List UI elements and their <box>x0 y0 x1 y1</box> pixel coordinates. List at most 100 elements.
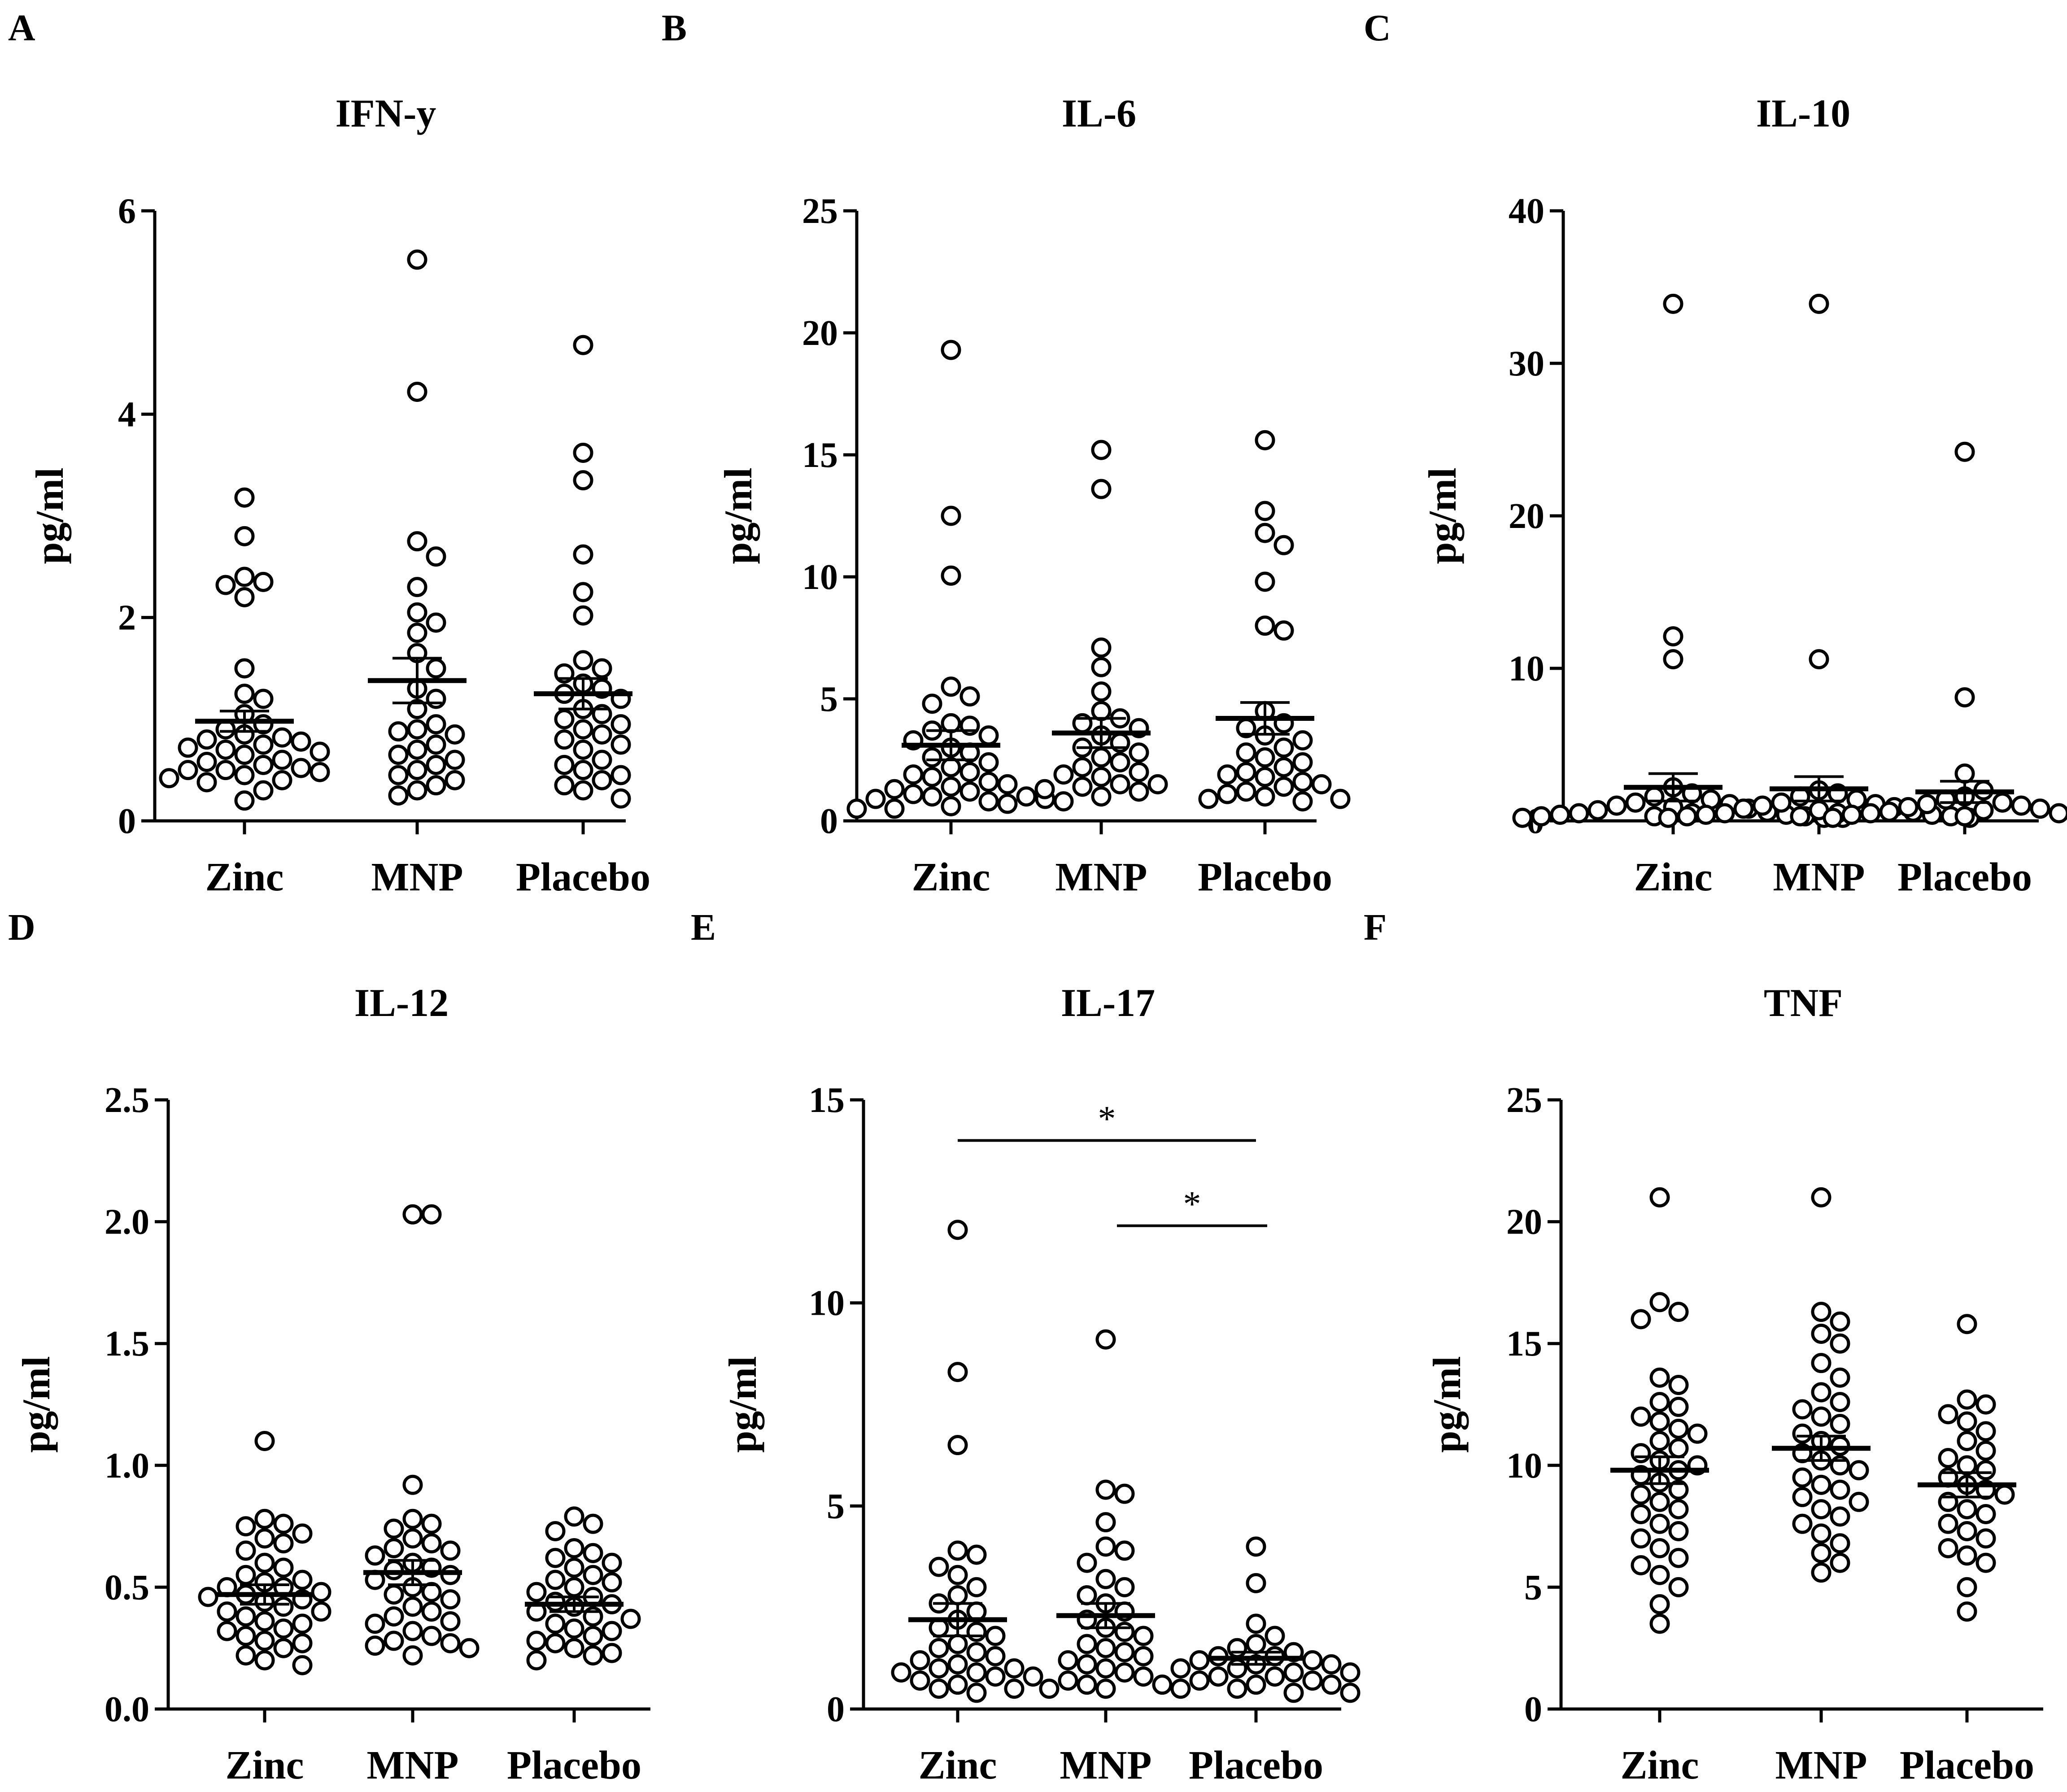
data-point <box>1790 806 1810 827</box>
x-tick-label: MNP <box>1055 855 1147 899</box>
data-point <box>1631 1484 1651 1505</box>
data-point <box>1771 792 1792 813</box>
data-point <box>272 770 292 790</box>
data-point <box>273 1618 294 1639</box>
data-point <box>1975 1421 1996 1442</box>
data-point <box>903 764 924 785</box>
data-point <box>1255 571 1275 592</box>
data-point <box>554 754 575 775</box>
data-point <box>1569 803 1589 824</box>
data-point <box>1255 501 1275 521</box>
data-point <box>1687 1423 1708 1444</box>
data-point <box>573 335 593 355</box>
group-zinc <box>846 340 1055 819</box>
data-point <box>388 721 409 742</box>
data-point <box>1292 730 1313 750</box>
data-point <box>941 565 961 586</box>
data-point <box>234 745 255 765</box>
data-point <box>1631 1443 1651 1464</box>
data-point <box>978 725 999 746</box>
data-point <box>978 772 999 792</box>
y-tick-label: 15 <box>1506 1324 1542 1364</box>
y-tick-label: 10 <box>809 1284 845 1323</box>
data-point <box>592 724 612 745</box>
data-point <box>407 739 427 760</box>
data-point <box>1649 1430 1670 1451</box>
data-point <box>573 719 593 740</box>
data-point <box>178 760 198 780</box>
data-point <box>941 676 961 697</box>
data-point <box>1110 752 1130 772</box>
data-point <box>978 752 999 772</box>
data-point <box>947 1634 968 1654</box>
data-point <box>445 724 465 745</box>
y-tick-label: 40 <box>1509 192 1544 231</box>
data-point <box>440 1540 461 1561</box>
data-point <box>564 1618 584 1639</box>
data-point <box>1663 626 1683 647</box>
y-tick-label: 2 <box>118 598 136 638</box>
data-point <box>1217 784 1238 804</box>
data-point <box>1114 1540 1135 1561</box>
data-point <box>1994 1484 2015 1505</box>
panel-d: D IL-12 pg/ml 0.0 0.5 1.0 1.5 2.0 2.5 Zinc MNP Plac… <box>8 907 650 1788</box>
data-point <box>1663 293 1683 314</box>
data-point <box>1302 1670 1323 1691</box>
data-point <box>985 1666 1006 1687</box>
data-point <box>215 739 236 760</box>
data-point <box>910 1650 930 1670</box>
data-point <box>1095 1679 1116 1699</box>
data-point <box>440 1633 461 1653</box>
data-point <box>215 575 236 595</box>
data-point <box>947 1585 968 1606</box>
panel-a: A IFN-y pg/ml 0 2 4 6 Zinc MNP Placebo <box>8 7 650 899</box>
data-point <box>1957 1521 1977 1541</box>
data-point <box>966 1544 987 1565</box>
data-point <box>1095 1329 1116 1350</box>
data-point <box>1830 1413 1850 1434</box>
data-point <box>611 734 631 755</box>
data-point <box>235 1606 256 1627</box>
x-tick-label: Placebo <box>516 855 650 899</box>
data-point <box>1246 1613 1266 1634</box>
data-point <box>947 1220 968 1240</box>
data-point <box>254 1552 275 1573</box>
data-point <box>178 737 198 758</box>
data-point <box>929 1638 949 1658</box>
data-point <box>1957 1411 1977 1432</box>
data-point <box>1152 1674 1173 1695</box>
data-point <box>941 340 961 360</box>
panel-b: B IL-6 pg/ml 0 5 10 15 20 25 Zinc MNP Placebo <box>662 7 1351 899</box>
data-point <box>947 1674 968 1695</box>
data-point <box>273 1513 294 1534</box>
x-tick-label: MNP <box>1060 1743 1152 1788</box>
y-tick-label: 1.0 <box>105 1446 149 1486</box>
data-point <box>1809 293 1829 314</box>
x-tick-label: Zinc <box>225 1743 304 1788</box>
data-point <box>985 1626 1006 1646</box>
data-point <box>1811 1543 1832 1563</box>
data-point <box>564 1506 584 1527</box>
data-point <box>978 791 999 811</box>
data-point <box>1110 774 1130 794</box>
data-point <box>1975 1440 1996 1461</box>
y-tick-label: 20 <box>1509 497 1544 536</box>
data-point <box>1811 1406 1832 1427</box>
x-tick-label: Zinc <box>205 855 283 899</box>
data-point <box>1830 1552 1850 1573</box>
data-point <box>573 470 593 491</box>
data-point <box>254 1650 275 1670</box>
group-placebo <box>1170 1536 1361 1703</box>
data-point <box>602 1621 622 1641</box>
data-point <box>573 582 593 602</box>
data-point <box>1811 1302 1832 1322</box>
data-point <box>1938 1538 1958 1558</box>
data-point <box>1957 1499 1977 1520</box>
data-point <box>966 1662 987 1683</box>
data-point <box>929 1679 949 1699</box>
data-point <box>1860 803 1881 824</box>
y-tick-label: 2.5 <box>105 1081 149 1120</box>
data-point <box>253 780 274 801</box>
data-point <box>426 612 446 633</box>
